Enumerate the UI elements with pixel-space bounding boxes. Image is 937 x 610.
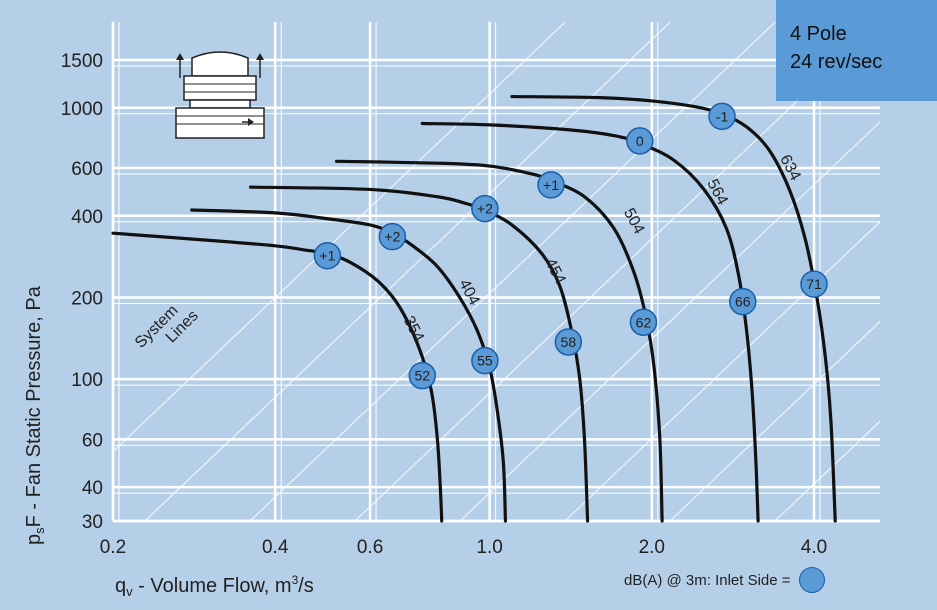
noise-marker bbox=[378, 222, 407, 251]
noise-marker bbox=[728, 287, 757, 316]
noise-marker-label: 55 bbox=[477, 353, 493, 369]
y-tick-label: 60 bbox=[82, 430, 103, 451]
system-line bbox=[459, 121, 880, 521]
y-tick-label: 100 bbox=[71, 370, 103, 391]
y-tick-label: 1500 bbox=[61, 51, 103, 72]
noise-marker-label: 62 bbox=[636, 314, 652, 330]
rev-label: 24 rev/sec bbox=[790, 51, 883, 73]
x-tick-label: 0.4 bbox=[262, 537, 289, 558]
noise-marker bbox=[800, 270, 828, 298]
noise-legend-text: dB(A) @ 3m: Inlet Side = bbox=[624, 571, 791, 589]
system-line bbox=[774, 420, 880, 521]
noise-marker bbox=[313, 241, 342, 270]
y-tick-label: 200 bbox=[71, 288, 103, 309]
x-axis-label: qv - Volume Flow, m3/s bbox=[115, 573, 314, 599]
pole-label: 4 Pole bbox=[790, 23, 847, 45]
noise-marker bbox=[471, 346, 499, 375]
system-line bbox=[669, 320, 880, 521]
roof-fan-icon bbox=[175, 51, 265, 139]
fan-curve-454 bbox=[248, 185, 590, 523]
fan-curve-634 bbox=[510, 94, 837, 523]
noise-marker bbox=[554, 328, 583, 356]
speed-info-box: 4 Pole 24 rev/sec bbox=[776, 0, 937, 101]
noise-marker bbox=[408, 361, 437, 390]
noise-marker-label: 71 bbox=[806, 276, 822, 292]
x-tick-label: 0.6 bbox=[357, 537, 383, 558]
noise-marker-label: +2 bbox=[384, 229, 400, 245]
noise-marker bbox=[471, 194, 499, 223]
axis-ticks: 30 40 60 100 200 400 600 1000 1500 0.2 0.4 0.6 1.0 2.… bbox=[61, 51, 827, 558]
noise-marker-label: +2 bbox=[477, 201, 493, 217]
noise-marker bbox=[537, 171, 565, 199]
noise-marker-label: 52 bbox=[415, 368, 431, 384]
noise-marker-label: +1 bbox=[319, 248, 335, 264]
noise-marker bbox=[629, 308, 658, 337]
y-tick-label: 1000 bbox=[61, 99, 103, 120]
y-tick-label: 600 bbox=[71, 159, 103, 180]
noise-marker-label: 58 bbox=[561, 334, 577, 350]
fan-curve-564 bbox=[420, 121, 760, 523]
fan-curve-354 bbox=[111, 231, 444, 523]
noise-legend: dB(A) @ 3m: Inlet Side = bbox=[624, 567, 825, 593]
noise-marker bbox=[708, 102, 736, 131]
noise-marker-label: 66 bbox=[735, 294, 751, 310]
grid-lines bbox=[111, 22, 880, 523]
y-tick-label: 30 bbox=[82, 512, 103, 533]
x-tick-label: 1.0 bbox=[476, 537, 502, 558]
fan-curve-404 bbox=[190, 208, 508, 523]
y-axis-label: psF - Fan Static Pressure, Pa bbox=[23, 285, 47, 545]
system-line bbox=[249, 22, 776, 521]
noise-marker-swatch bbox=[798, 567, 825, 593]
noise-marker-label: 0 bbox=[636, 133, 644, 149]
y-tick-label: 400 bbox=[71, 207, 103, 228]
x-tick-label: 0.2 bbox=[100, 537, 126, 558]
y-tick-label: 40 bbox=[82, 478, 103, 499]
fan-curve-504 bbox=[334, 159, 664, 523]
noise-marker bbox=[626, 127, 654, 155]
noise-marker-label: +1 bbox=[543, 177, 559, 193]
x-tick-label: 4.0 bbox=[801, 537, 827, 558]
x-tick-label: 2.0 bbox=[639, 537, 665, 558]
noise-marker-label: -1 bbox=[716, 108, 729, 124]
noise-markers: +1 52 +2 55 +2 58 +1 62 0 66 -1 71 bbox=[313, 102, 828, 390]
